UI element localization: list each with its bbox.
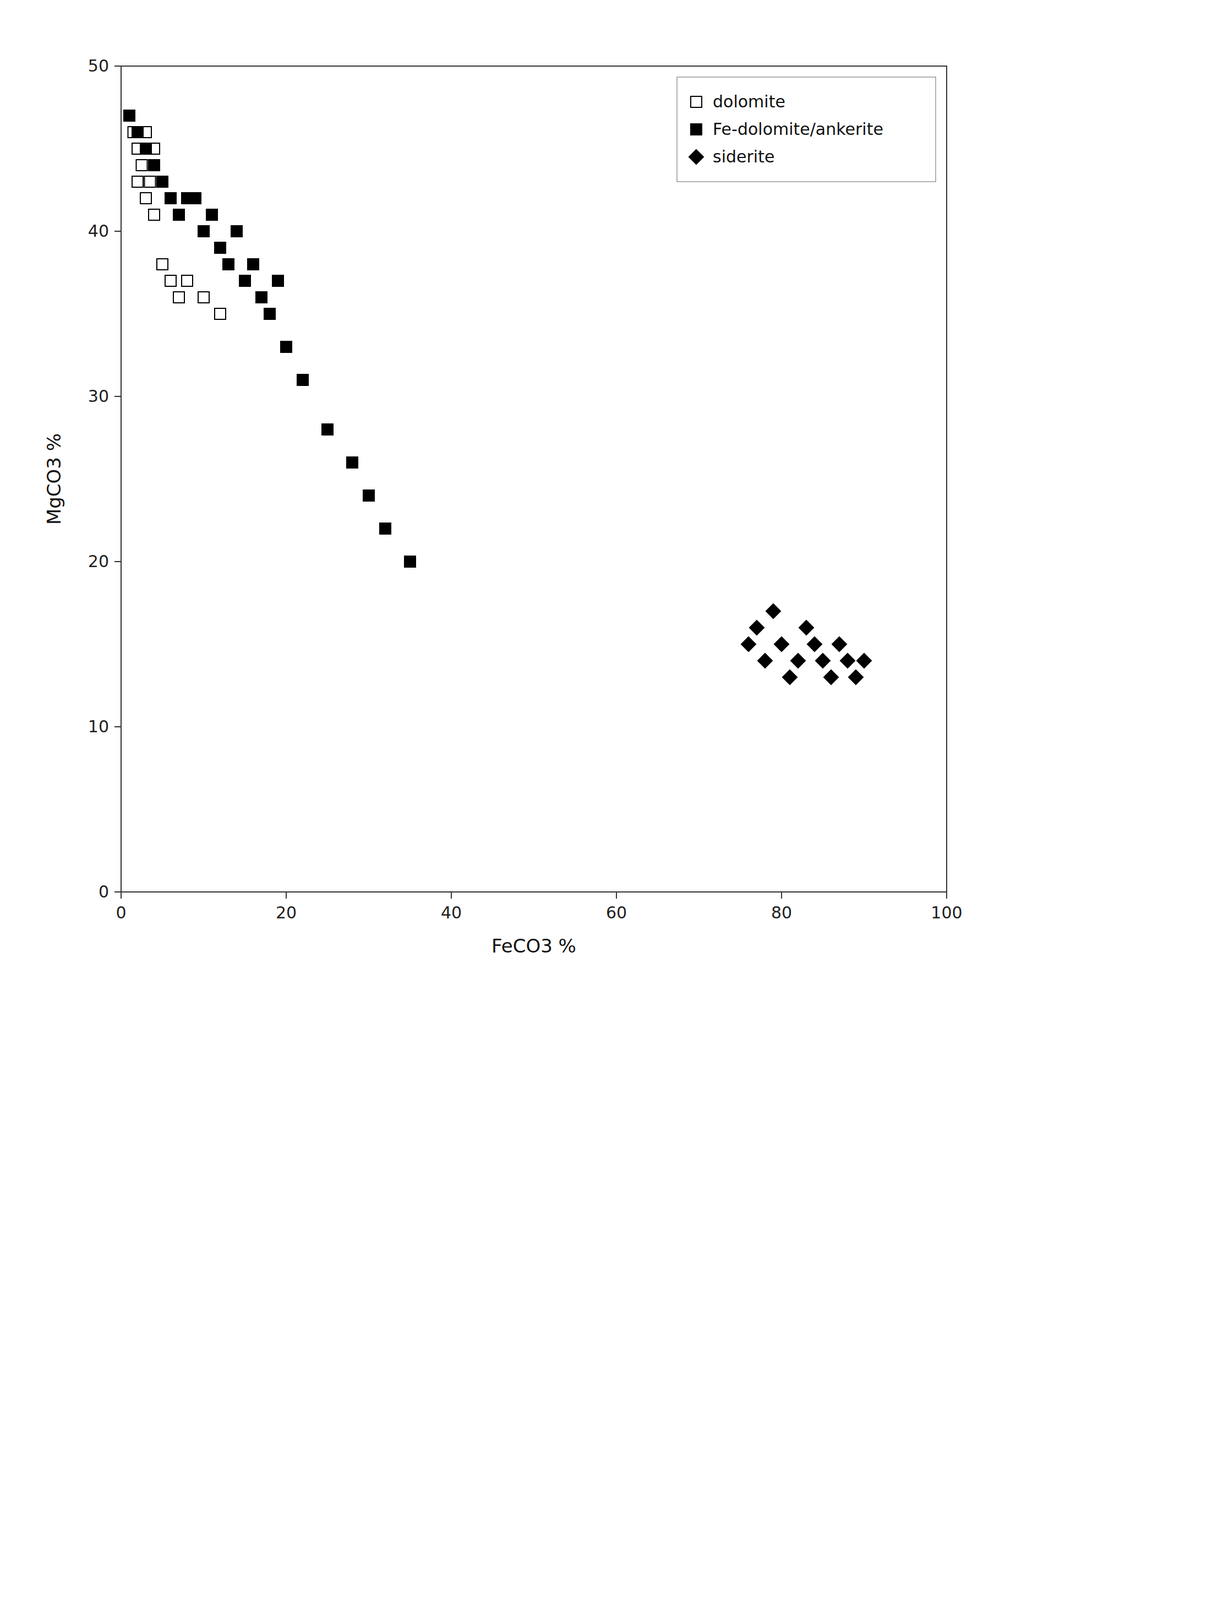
point (198, 291, 210, 303)
point (749, 620, 764, 635)
point (222, 258, 234, 270)
point (132, 126, 144, 138)
point (766, 603, 781, 619)
point (840, 653, 855, 668)
series (123, 110, 416, 567)
point (148, 209, 160, 221)
point (741, 636, 756, 652)
x-tick (780, 891, 783, 899)
x-tick-label: 100 (930, 902, 963, 922)
point (123, 110, 135, 122)
point (848, 669, 863, 685)
point (181, 275, 193, 287)
legend-label: dolomite (712, 91, 786, 112)
point (782, 669, 797, 685)
point (757, 653, 773, 668)
x-tick-label: 0 (115, 902, 127, 922)
background (0, 0, 1229, 1600)
point (156, 258, 168, 270)
point (173, 291, 185, 303)
y-tick-label: 0 (98, 881, 109, 901)
point (165, 192, 177, 204)
legend-marker (690, 123, 702, 135)
point (214, 308, 226, 320)
x-tick (120, 891, 122, 899)
point (173, 209, 185, 221)
x-tick-label: 60 (605, 902, 627, 922)
point (140, 143, 152, 155)
x-tick (946, 891, 948, 899)
point (799, 620, 814, 635)
point (231, 225, 243, 237)
legend: dolomite Fe-dolomite/ankerite siderite (676, 77, 936, 182)
x-tick-label: 80 (771, 902, 792, 922)
point (363, 489, 375, 501)
plot-frame (121, 66, 947, 892)
legend-marker (689, 149, 704, 165)
series (741, 603, 872, 685)
point (297, 374, 309, 386)
y-tick (114, 725, 122, 728)
point (321, 423, 333, 435)
point (807, 636, 822, 652)
axes: 0 20 40 60 80 100 0 10 20 30 40 50 (88, 56, 963, 922)
point (140, 192, 152, 204)
point (856, 653, 872, 668)
point (272, 275, 284, 287)
point (123, 110, 135, 122)
y-tick-label: 40 (88, 221, 109, 241)
point (189, 192, 201, 204)
y-tick-label: 50 (88, 56, 109, 76)
legend-marker (690, 96, 702, 108)
x-tick (285, 891, 287, 899)
point (165, 275, 177, 287)
point (790, 653, 806, 668)
y-tick (114, 230, 122, 232)
point (198, 225, 210, 237)
y-axis-label: MgCO3 % (42, 433, 65, 525)
point (206, 209, 218, 221)
point (815, 653, 830, 668)
point (379, 522, 391, 534)
point (148, 159, 160, 171)
y-tick-label: 10 (88, 716, 109, 736)
point (832, 636, 847, 652)
y-tick (114, 560, 122, 562)
point (823, 669, 839, 685)
point (346, 456, 358, 468)
x-axis-label: FeCO3 % (491, 934, 577, 957)
data (123, 110, 872, 685)
x-tick (615, 891, 617, 899)
series (123, 110, 226, 320)
y-tick (114, 65, 122, 67)
point (264, 308, 276, 320)
point (255, 291, 267, 303)
legend-label: Fe-dolomite/ankerite (712, 119, 884, 139)
point (247, 258, 259, 270)
x-tick-label: 20 (275, 902, 297, 922)
y-tick (114, 891, 122, 893)
chart: 0 20 40 60 80 100 0 10 20 30 40 50 FeCO3 % MgCO3 % dol… (0, 0, 1229, 1600)
legend-label: siderite (712, 146, 775, 167)
x-tick (450, 891, 452, 899)
legend-box (676, 77, 936, 182)
point (404, 555, 416, 567)
point (144, 176, 156, 188)
y-tick-label: 20 (88, 551, 109, 571)
point (132, 176, 144, 188)
point (136, 159, 148, 171)
point (280, 341, 292, 353)
x-tick-label: 40 (440, 902, 462, 922)
point (156, 176, 168, 188)
point (239, 275, 251, 287)
y-tick-label: 30 (88, 386, 109, 406)
y-tick (114, 395, 122, 397)
point (214, 242, 226, 254)
point (774, 636, 789, 652)
